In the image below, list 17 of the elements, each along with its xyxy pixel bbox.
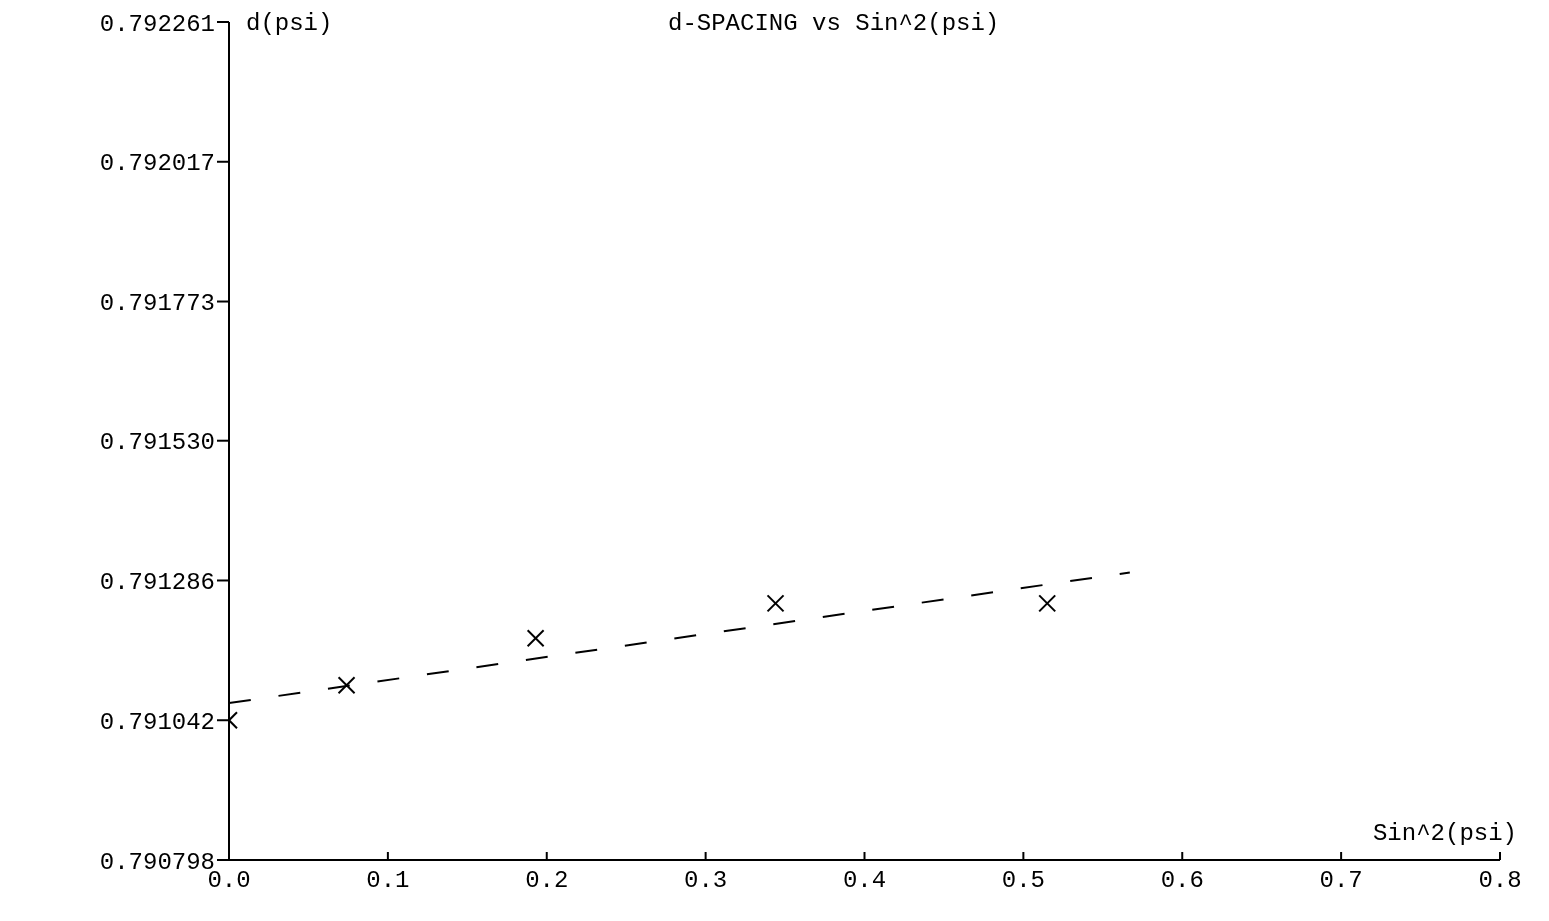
y-tick-label: 0.791286 <box>99 569 215 596</box>
y-tick-label: 0.792017 <box>99 150 215 178</box>
x-axis-title: Sin^2(psi) <box>1372 820 1517 847</box>
y-axis-title: d(psi) <box>246 10 333 37</box>
x-tick-label: 0.2 <box>525 867 569 895</box>
x-tick-label: 0.5 <box>1001 867 1045 895</box>
y-tick-label: 0.792261 <box>99 10 215 38</box>
x-tick-label: 0.7 <box>1319 867 1363 895</box>
chart-title: d-SPACING vs Sin^2(psi) <box>668 10 1000 37</box>
x-tick-label: 0.6 <box>1160 867 1204 895</box>
y-tick-label: 0.791773 <box>99 290 215 318</box>
y-tick-label: 0.791042 <box>99 708 215 736</box>
x-tick-label: 0.3 <box>684 867 728 895</box>
x-tick-label: 0.8 <box>1478 867 1522 895</box>
x-tick-label: 0.4 <box>842 867 887 895</box>
y-tick-label: 0.791530 <box>99 429 215 457</box>
x-tick-label: 0.1 <box>366 867 410 895</box>
